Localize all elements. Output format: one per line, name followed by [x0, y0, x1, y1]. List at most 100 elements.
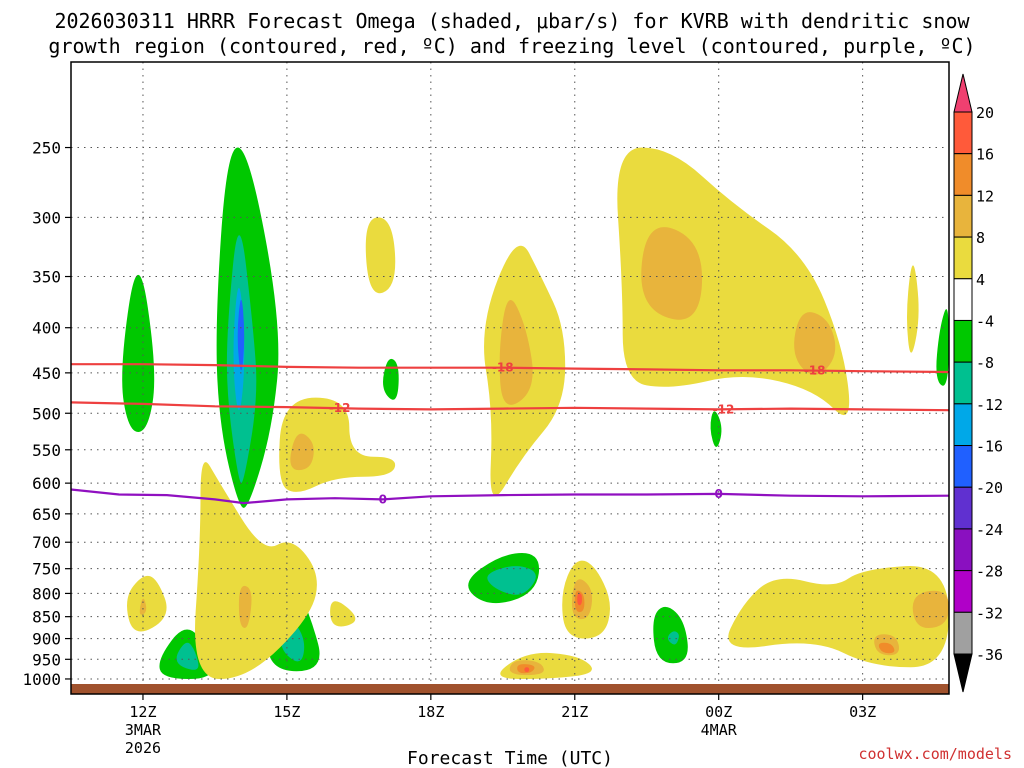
colorbar-label: -28 [976, 563, 1003, 581]
colorbar-box [953, 111, 973, 155]
y-tick-label: 800 [32, 584, 61, 603]
colorbar-label: 16 [976, 146, 994, 164]
y-tick-label: 450 [32, 364, 61, 383]
chart-title-line1: 2026030311 HRRR Forecast Omega (shaded, … [54, 9, 970, 33]
x-tick-label: 12Z [129, 703, 156, 721]
omega-region-0 [122, 274, 155, 432]
y-axis: 250 300 350 400 450 500 550 600 650 700 750 800 850 9… [22, 139, 71, 689]
x-tick-date: 3MAR [125, 721, 162, 739]
omega-region-11 [487, 566, 536, 595]
colorbar-label: 12 [976, 187, 994, 205]
colorbar-box [953, 445, 973, 488]
omega-region-20 [127, 575, 167, 632]
x-tick-label: 18Z [417, 703, 444, 721]
x-axis-title: Forecast Time (UTC) [407, 748, 613, 768]
y-tick-label: 250 [32, 139, 61, 158]
x-tick-label: 15Z [273, 703, 300, 721]
y-tick-label: 600 [32, 474, 61, 493]
contour-line-0 [71, 363, 949, 374]
colorbar-label: -16 [976, 438, 1003, 456]
contour-line-1 [71, 401, 949, 412]
omega-region-30 [641, 227, 703, 320]
omega-region-38 [238, 585, 252, 629]
omega-region-6 [176, 642, 199, 670]
contour-label: -18 [804, 364, 826, 378]
plot-frame [70, 61, 950, 695]
x-tick-date: 4MAR [701, 721, 738, 739]
colorbar-label: 8 [976, 229, 985, 247]
colorbar-label: -4 [976, 312, 994, 330]
contour-label: 0 [379, 492, 387, 506]
y-tick-label: 900 [32, 630, 61, 649]
colorbar-box [953, 403, 973, 447]
colorbar-label: -36 [976, 646, 1003, 664]
contour-label: -18 [492, 361, 514, 375]
contour-label: -12 [713, 402, 735, 416]
omega-shading-layer [122, 147, 949, 679]
colorbar-label: -12 [976, 396, 1003, 414]
colorbar-box [953, 153, 973, 196]
omega-region-4 [237, 299, 245, 371]
contour-label: -12 [329, 401, 351, 415]
y-tick-label: 750 [32, 560, 61, 579]
y-tick-label: 1000 [22, 670, 61, 689]
colorbar-box [953, 319, 973, 363]
contour-layer: -18 -18 -12 -12 0 0 [71, 361, 949, 506]
omega-region-15 [667, 631, 679, 645]
y-tick-label: 850 [32, 608, 61, 627]
ground-strip [71, 684, 949, 694]
omega-region-22 [279, 397, 396, 492]
omega-region-42 [878, 642, 895, 654]
contour-label: 0 [715, 487, 723, 501]
colorbar-label: -8 [976, 354, 994, 372]
contour-line-2 [71, 488, 949, 505]
omega-region-21 [330, 601, 356, 627]
colorbar-box [953, 236, 973, 280]
omega-region-32 [499, 299, 533, 405]
colorbar-label: -24 [976, 521, 1003, 539]
y-tick-label: 400 [32, 319, 61, 338]
gridlines [71, 62, 949, 694]
colorbar-box [953, 361, 973, 405]
x-tick-label: 00Z [705, 703, 732, 721]
omega-region-33 [290, 433, 314, 471]
x-tick-label: 03Z [849, 703, 876, 721]
colorbar-box [953, 278, 973, 321]
colorbar-label: 20 [976, 104, 994, 122]
x-tick-year: 2026 [125, 739, 161, 757]
colorbar-bottom-arrow [953, 653, 973, 693]
y-tick-label: 700 [32, 533, 61, 552]
y-tick-label: 650 [32, 505, 61, 524]
omega-region-9 [383, 358, 399, 400]
omega-region-37 [912, 590, 949, 629]
source-credit: coolwx.com/models [858, 745, 1012, 763]
y-tick-label: 950 [32, 650, 61, 669]
y-tick-label: 300 [32, 208, 61, 227]
y-tick-label: 500 [32, 404, 61, 423]
omega-region-23 [365, 217, 396, 294]
colorbar-box [953, 194, 973, 238]
y-tick-label: 550 [32, 441, 61, 460]
omega-region-18 [936, 309, 949, 386]
omega-region-29 [907, 265, 919, 353]
x-tick-label: 21Z [561, 703, 588, 721]
omega-region-25 [617, 147, 850, 416]
chart-title-line2: growth region (contoured, red, ºC) and f… [48, 34, 975, 58]
colorbar-box [953, 528, 973, 572]
colorbar-legend: 20 16 12 8 4 -4 -8 -12 -16 -20 -24 -28 -32 -36 [953, 73, 1003, 693]
omega-region-43 [524, 667, 530, 672]
omega-region-31 [794, 312, 836, 375]
colorbar-box [953, 570, 973, 613]
colorbar-label: 4 [976, 271, 985, 289]
colorbar-label: -20 [976, 479, 1003, 497]
colorbar-box [953, 486, 973, 530]
y-tick-label: 350 [32, 268, 61, 287]
omega-region-17 [710, 411, 722, 448]
colorbar-box [953, 611, 973, 655]
omega-region-39 [139, 598, 147, 615]
omega-region-19 [195, 462, 317, 679]
omega-region-44 [577, 593, 582, 606]
colorbar-top-arrow [953, 73, 973, 113]
